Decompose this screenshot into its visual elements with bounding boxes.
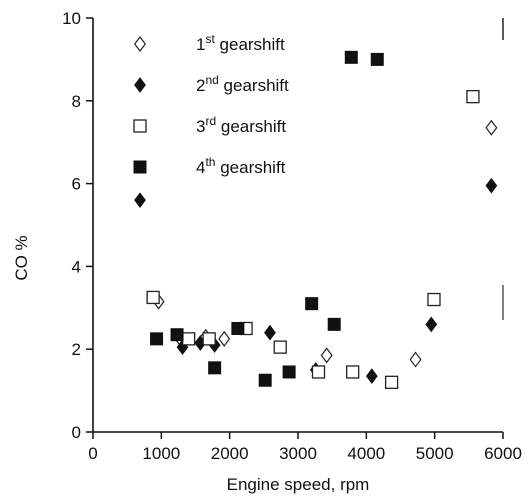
x-tick-label: 2000 bbox=[211, 444, 249, 463]
data-point-series-2 bbox=[264, 324, 276, 341]
data-point-series-3 bbox=[427, 292, 441, 307]
legend-label: gearshift bbox=[216, 117, 286, 136]
y-axis-title: CO % bbox=[12, 235, 31, 280]
data-point-series-3 bbox=[202, 332, 216, 346]
data-point-series-1 bbox=[409, 351, 422, 368]
legend-ordinal-number: 2 bbox=[196, 76, 205, 95]
data-point-series-3 bbox=[182, 332, 196, 346]
legend-marker-filled-square bbox=[133, 160, 147, 174]
x-tick-label: 6000 bbox=[484, 444, 522, 463]
data-point-series-4 bbox=[150, 332, 164, 346]
legend-ordinal-suffix: st bbox=[205, 32, 215, 46]
legend-entry-3: 3rd gearshift bbox=[196, 114, 286, 136]
legend-label: gearshift bbox=[215, 158, 285, 177]
x-tick-label: 0 bbox=[88, 444, 97, 463]
legend-entry-2: 2nd gearshift bbox=[196, 73, 289, 95]
data-point-series-4 bbox=[231, 322, 245, 335]
legend-label: gearshift bbox=[219, 76, 289, 95]
data-point-series-3 bbox=[273, 340, 287, 354]
data-point-series-4 bbox=[170, 328, 184, 342]
data-point-series-3 bbox=[384, 375, 399, 389]
x-tick-label: 3000 bbox=[279, 444, 317, 463]
data-point-series-4 bbox=[305, 297, 319, 311]
data-point-series-4 bbox=[208, 361, 222, 375]
legend-ordinal-number: 3 bbox=[196, 117, 205, 136]
y-tick-label: 0 bbox=[72, 423, 81, 442]
x-tick-label: 4000 bbox=[347, 444, 385, 463]
data-point-series-2 bbox=[485, 177, 498, 194]
legend-label: gearshift bbox=[215, 35, 285, 54]
data-point-series-1 bbox=[485, 119, 498, 136]
data-point-series-4 bbox=[327, 317, 341, 331]
data-point-series-1 bbox=[320, 347, 333, 364]
data-point-series-4 bbox=[370, 52, 384, 66]
data-points bbox=[146, 50, 498, 389]
x-tick-label: 5000 bbox=[416, 444, 454, 463]
legend-entry-4: 4th gearshift bbox=[196, 155, 286, 177]
y-axis-ticks: 0 2 4 6 8 10 bbox=[62, 9, 93, 442]
data-point-series-4 bbox=[282, 365, 296, 379]
data-point-series-3 bbox=[146, 290, 160, 305]
y-tick-label: 2 bbox=[72, 340, 81, 359]
x-axis-title: Engine speed, rpm bbox=[227, 475, 370, 494]
x-axis-ticks: 0 1000 2000 3000 4000 5000 6000 bbox=[88, 432, 522, 463]
x-tick-label: 1000 bbox=[142, 444, 180, 463]
axes bbox=[92, 18, 503, 433]
y-tick-label: 6 bbox=[72, 175, 81, 194]
data-point-series-2 bbox=[365, 368, 378, 384]
y-tick-label: 4 bbox=[72, 257, 81, 276]
legend-ordinal-number: 1 bbox=[196, 35, 205, 54]
legend-ordinal-suffix: nd bbox=[205, 73, 218, 87]
legend-entry-1: 1st gearshift bbox=[196, 32, 285, 54]
legend-ordinal-number: 4 bbox=[196, 158, 205, 177]
data-point-series-1 bbox=[218, 330, 231, 347]
data-point-series-4 bbox=[258, 373, 272, 387]
y-tick-label: 8 bbox=[72, 92, 81, 111]
legend-extra-filled-diamond bbox=[134, 192, 146, 208]
legend-marker-open-square bbox=[133, 119, 147, 133]
data-point-series-4 bbox=[344, 50, 358, 64]
data-point-series-3 bbox=[466, 90, 480, 104]
data-point-series-3 bbox=[346, 365, 360, 379]
data-point-series-3 bbox=[311, 365, 326, 379]
data-point-series-2 bbox=[425, 316, 438, 333]
legend-marker-filled-diamond bbox=[134, 77, 146, 93]
legend-ordinal-suffix: rd bbox=[205, 114, 216, 128]
legend-marker-open-diamond bbox=[134, 36, 146, 52]
legend-ordinal-suffix: th bbox=[205, 155, 215, 169]
y-tick-label: 10 bbox=[62, 9, 81, 28]
